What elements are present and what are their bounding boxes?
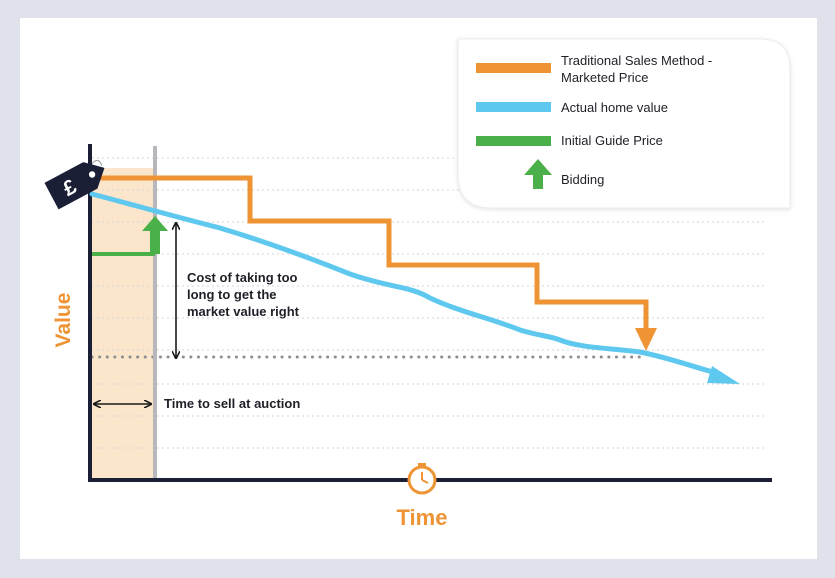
value-over-time-diagram: Cost of taking too long to get the marke…: [44, 38, 791, 530]
cost-annotation-line: Cost of taking too: [187, 270, 298, 285]
bidding-arrow: [142, 216, 168, 254]
cost-annotation-line: market value right: [187, 304, 300, 319]
traditional-price-arrowhead: [635, 328, 657, 351]
legend: Traditional Sales Method - Marketed Pric…: [457, 38, 791, 209]
diagram-frame: Cost of taking too long to get the marke…: [20, 18, 817, 559]
legend-label-traditional: Traditional Sales Method - Marketed Pric…: [561, 53, 716, 85]
legend-label-line: Traditional Sales Method -: [561, 53, 712, 68]
x-axis-label: Time: [397, 505, 448, 530]
auction-time-label: Time to sell at auction: [164, 396, 300, 411]
cost-annotation-line: long to get the: [187, 287, 277, 302]
legend-green-line-icon: [476, 136, 551, 146]
legend-label-bidding: Bidding: [561, 172, 604, 187]
price-tag-icon: £: [44, 162, 105, 210]
legend-orange-line-icon: [476, 63, 551, 73]
legend-blue-line-icon: [476, 102, 551, 112]
actual-home-value-arrowhead: [707, 366, 740, 384]
price-tag-string: [91, 159, 103, 167]
legend-label-line: Marketed Price: [561, 70, 648, 85]
legend-label-guide: Initial Guide Price: [561, 133, 663, 148]
clock-icon: [407, 463, 437, 495]
cost-annotation: Cost of taking too long to get the marke…: [187, 270, 301, 319]
legend-green-up-arrow-icon: [524, 159, 552, 189]
actual-home-value-line: [89, 191, 723, 377]
auction-period-shade: [92, 168, 154, 480]
y-axis-label: Value: [52, 293, 75, 348]
traditional-price-step-line: [92, 175, 649, 330]
legend-label-actual: Actual home value: [561, 100, 668, 115]
